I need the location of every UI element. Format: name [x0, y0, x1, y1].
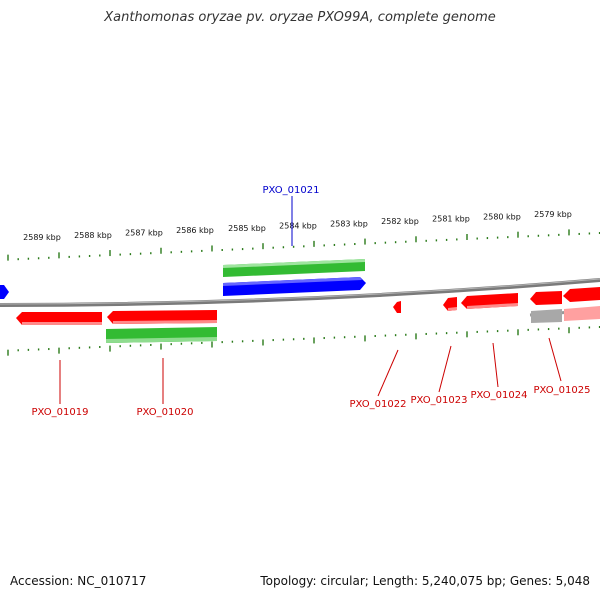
- feature-rna-1-highlight: [223, 259, 365, 268]
- gene-label[interactable]: PXO_01020: [137, 407, 194, 418]
- leader-pxo01025: [548, 337, 562, 382]
- ticks-bottom: [7, 326, 600, 356]
- genome-backbone: [0, 278, 600, 307]
- kbp-label: 2579 kbp: [534, 210, 572, 219]
- feature-cds-pxo01023-shade: [448, 307, 457, 311]
- kbp-label: 2588 kbp: [74, 231, 112, 240]
- feature-cds-pink[interactable]: [564, 306, 600, 321]
- feature-cds-pxo01019[interactable]: [16, 312, 102, 325]
- feature-cds-pxo01020-shade: [113, 320, 217, 324]
- leader-pxo01023: [438, 345, 452, 393]
- feature-pseudo-1[interactable]: [531, 309, 562, 323]
- kbp-labels: 2589 kbp 2588 kbp 2587 kbp 2586 kbp 2585 kbp…: [23, 210, 572, 242]
- feature-cds-right[interactable]: [563, 287, 600, 302]
- kbp-label: 2586 kbp: [176, 226, 214, 235]
- gene-label[interactable]: PXO_01022: [350, 399, 407, 410]
- feature-cds-pxo01019-shade: [22, 322, 102, 325]
- accession-text: Accession: NC_010717: [10, 574, 147, 588]
- kbp-label: 2589 kbp: [23, 233, 61, 242]
- leader-pxo01024: [492, 342, 499, 388]
- feature-cds-pxo01025[interactable]: [530, 291, 562, 305]
- gene-label[interactable]: PXO_01023: [411, 395, 468, 406]
- feature-cds-pxo01021-highlight: [223, 277, 362, 286]
- feature-rna-2-shade: [106, 337, 217, 343]
- kbp-label: 2582 kbp: [381, 217, 419, 226]
- feature-cds-pxo01022[interactable]: [393, 301, 401, 313]
- gene-label[interactable]: PXO_01025: [534, 385, 591, 396]
- kbp-label: 2581 kbp: [432, 215, 470, 224]
- kbp-label: 2585 kbp: [228, 224, 266, 233]
- leader-pxo01022: [377, 349, 399, 397]
- kbp-label: 2584 kbp: [279, 222, 317, 231]
- gene-label[interactable]: PXO_01024: [471, 390, 528, 401]
- gene-label[interactable]: PXO_01019: [32, 407, 89, 418]
- map-title: Xanthomonas oryzae pv. oryzae PXO99A, co…: [104, 10, 496, 25]
- feature-cds-left-edge[interactable]: [0, 285, 9, 299]
- genome-backbone-highlight: [0, 278, 600, 305]
- kbp-label: 2587 kbp: [125, 229, 163, 238]
- gene-label[interactable]: PXO_01021: [263, 185, 320, 196]
- feature-cds-pxo01024-shade: [467, 303, 518, 309]
- kbp-label: 2580 kbp: [483, 212, 521, 221]
- kbp-label: 2583 kbp: [330, 219, 368, 228]
- genome-stats-text: Topology: circular; Length: 5,240,075 bp…: [260, 574, 590, 588]
